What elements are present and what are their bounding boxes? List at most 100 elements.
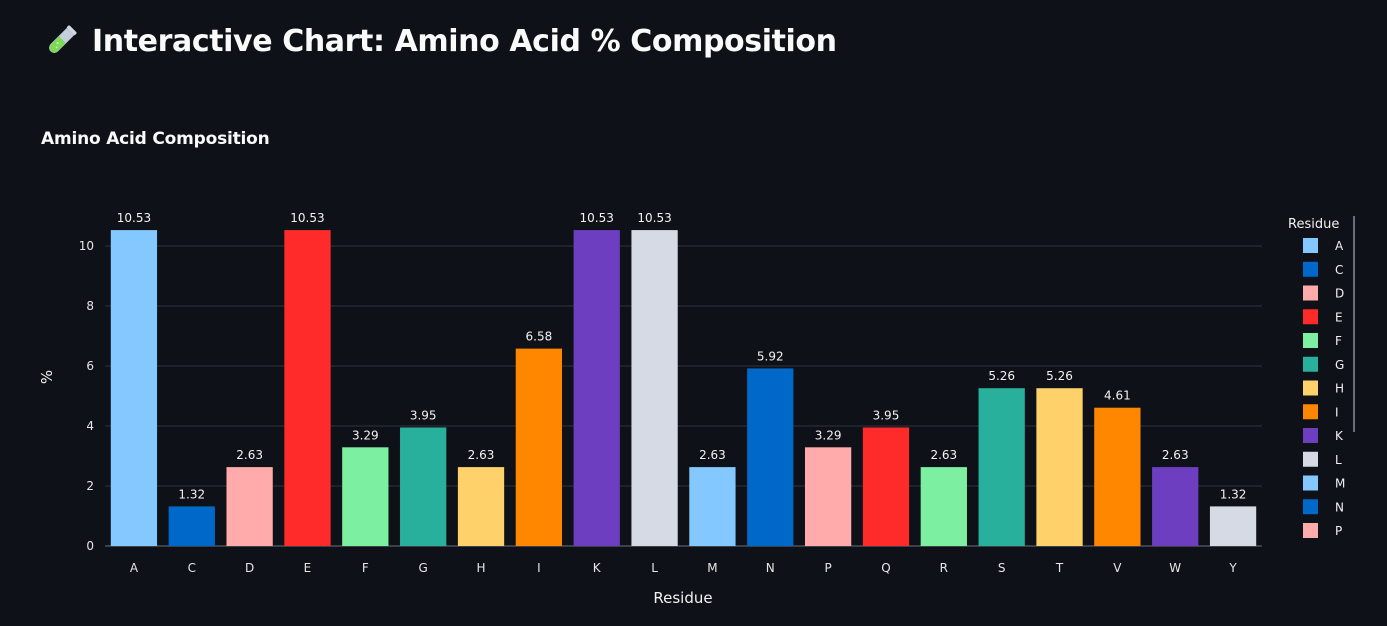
bar-S[interactable] <box>978 388 1025 546</box>
value-label-F: 3.29 <box>352 428 379 442</box>
x-tick-label-K: K <box>593 561 602 575</box>
legend-label: H <box>1335 382 1344 396</box>
bars[interactable] <box>110 230 1257 547</box>
legend-label: G <box>1335 358 1344 372</box>
x-tick-label-D: D <box>245 561 254 575</box>
value-label-K: 10.53 <box>580 211 614 225</box>
test-tube-icon <box>49 25 77 53</box>
bar-Y[interactable] <box>1209 506 1257 546</box>
y-tick-label: 2 <box>86 479 94 493</box>
legend-item-C[interactable]: C <box>1303 261 1343 277</box>
x-tick-label-W: W <box>1169 561 1181 575</box>
legend-label: M <box>1335 477 1345 491</box>
legend-swatch <box>1303 499 1318 515</box>
bar-H[interactable] <box>457 467 505 546</box>
y-tick-label: 6 <box>86 359 94 373</box>
y-tick-label: 10 <box>79 239 94 253</box>
legend-item-I[interactable]: I <box>1303 404 1339 420</box>
legend-swatch <box>1303 261 1318 277</box>
legend-item-P[interactable]: P <box>1303 523 1342 538</box>
legend-item-N[interactable]: N <box>1303 499 1344 515</box>
value-label-S: 5.26 <box>988 369 1015 383</box>
x-tick-label-L: L <box>651 561 658 575</box>
legend-item-E[interactable]: E <box>1303 309 1343 325</box>
value-label-E: 10.53 <box>290 211 324 225</box>
legend-item-L[interactable]: L <box>1303 451 1342 467</box>
bar-T[interactable] <box>1036 388 1083 546</box>
x-tick-label-G: G <box>419 561 428 575</box>
page-title: Interactive Chart: Amino Acid % Composit… <box>92 23 837 59</box>
legend-item-M[interactable]: M <box>1303 475 1345 491</box>
page-header: Interactive Chart: Amino Acid % Composit… <box>42 22 837 60</box>
bar-I[interactable] <box>515 348 563 546</box>
bar-A[interactable] <box>110 230 158 546</box>
legend-swatch <box>1303 309 1318 325</box>
bar-M[interactable] <box>689 467 736 546</box>
bar-V[interactable] <box>1094 407 1141 546</box>
bar-Q[interactable] <box>862 427 910 547</box>
bar-R[interactable] <box>920 467 967 546</box>
value-label-T: 5.26 <box>1046 369 1073 383</box>
bar-L[interactable] <box>631 230 678 546</box>
value-label-M: 2.63 <box>699 448 726 462</box>
bar-W[interactable] <box>1152 467 1199 546</box>
y-axis-title: % <box>38 370 56 384</box>
legend-item-K[interactable]: K <box>1303 428 1344 443</box>
legend-item-A[interactable]: A <box>1303 238 1344 253</box>
value-label-I: 6.58 <box>526 330 553 344</box>
bar-G[interactable] <box>400 427 447 547</box>
legend-swatch <box>1303 333 1318 348</box>
y-axis-ticks: 0 2 4 6 8 10 <box>79 239 94 553</box>
x-tick-label-Y: Y <box>1228 561 1237 575</box>
legend-label: K <box>1335 429 1344 443</box>
x-tick-label-V: V <box>1113 561 1122 575</box>
legend-label: F <box>1335 334 1342 348</box>
x-tick-label-F: F <box>362 561 369 575</box>
legend-title: Residue <box>1288 217 1339 232</box>
value-label-Y: 1.32 <box>1220 487 1247 501</box>
legend-swatch <box>1303 451 1318 467</box>
x-tick-label-M: M <box>707 561 717 575</box>
y-tick-label: 4 <box>86 419 94 433</box>
legend-item-D[interactable]: D <box>1303 285 1344 301</box>
bar-N[interactable] <box>747 368 794 546</box>
bar-F[interactable] <box>342 447 389 546</box>
bar-P[interactable] <box>804 447 852 546</box>
x-tick-label-H: H <box>477 561 486 575</box>
value-label-C: 1.32 <box>178 487 205 501</box>
legend-label: N <box>1335 500 1344 514</box>
value-label-L: 10.53 <box>637 211 671 225</box>
legend-label: A <box>1335 239 1344 253</box>
legend-swatch <box>1303 285 1318 301</box>
x-tick-label-N: N <box>766 561 775 575</box>
value-label-V: 4.61 <box>1104 389 1131 403</box>
legend-label: D <box>1335 287 1344 301</box>
y-tick-label: 0 <box>86 539 94 553</box>
x-tick-label-A: A <box>130 561 139 575</box>
value-labels: 10.53 1.32 2.63 10.53 3.29 3.95 2.63 6.58 10.53 1… <box>117 211 1247 501</box>
grid-lines <box>105 245 1262 547</box>
legend-item-G[interactable]: G <box>1303 356 1344 372</box>
legend-label: P <box>1335 524 1342 538</box>
legend-swatch <box>1303 428 1318 443</box>
x-tick-label-Q: Q <box>881 561 890 575</box>
legend-label: L <box>1335 453 1342 467</box>
x-tick-label-S: S <box>998 561 1006 575</box>
value-label-H: 2.63 <box>468 448 495 462</box>
bar-E[interactable] <box>284 230 331 546</box>
legend-item-H[interactable]: H <box>1303 380 1344 396</box>
x-tick-label-T: T <box>1055 561 1064 575</box>
bar-D[interactable] <box>226 467 273 546</box>
legend-swatch <box>1303 380 1318 396</box>
bar-K[interactable] <box>573 230 620 546</box>
legend-swatch <box>1303 523 1318 538</box>
legend-swatch <box>1303 475 1318 491</box>
x-tick-label-C: C <box>188 561 196 575</box>
legend-item-F[interactable]: F <box>1303 333 1342 348</box>
value-label-W: 2.63 <box>1162 448 1189 462</box>
bar-C[interactable] <box>168 506 215 546</box>
x-tick-label-P: P <box>825 561 832 575</box>
